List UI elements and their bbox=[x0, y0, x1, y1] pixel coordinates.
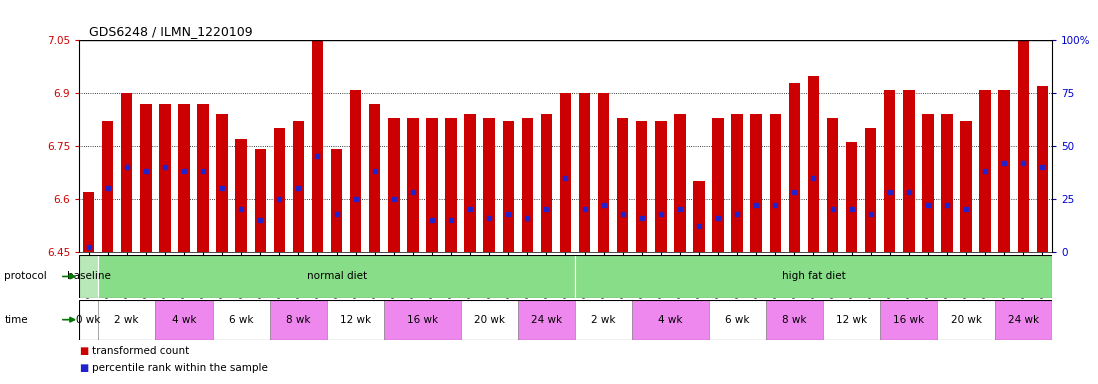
Bar bbox=[312, 40, 323, 252]
Text: 0 wk: 0 wk bbox=[77, 314, 101, 325]
Bar bbox=[198, 104, 209, 252]
Text: transformed count: transformed count bbox=[92, 346, 190, 356]
Bar bbox=[446, 118, 457, 252]
Bar bbox=[751, 114, 762, 252]
Bar bbox=[384, 300, 460, 340]
Bar bbox=[765, 300, 824, 340]
Bar bbox=[426, 118, 438, 252]
Text: normal diet: normal diet bbox=[306, 271, 367, 281]
Bar bbox=[79, 255, 98, 298]
Bar bbox=[407, 118, 418, 252]
Bar bbox=[560, 93, 571, 252]
Bar bbox=[636, 121, 648, 252]
Bar bbox=[961, 121, 972, 252]
Bar bbox=[979, 89, 990, 252]
Text: 6 wk: 6 wk bbox=[229, 314, 254, 325]
Bar bbox=[903, 89, 915, 252]
Text: protocol: protocol bbox=[4, 271, 47, 281]
Bar bbox=[293, 121, 304, 252]
Bar bbox=[460, 300, 518, 340]
Bar bbox=[579, 93, 591, 252]
Text: percentile rank within the sample: percentile rank within the sample bbox=[92, 363, 268, 373]
Bar bbox=[938, 300, 995, 340]
Bar bbox=[102, 121, 113, 252]
Text: 24 wk: 24 wk bbox=[1008, 314, 1039, 325]
Bar bbox=[998, 89, 1010, 252]
Text: GDS6248 / ILMN_1220109: GDS6248 / ILMN_1220109 bbox=[89, 25, 253, 38]
Bar bbox=[808, 76, 819, 252]
Bar bbox=[674, 114, 685, 252]
Text: ■: ■ bbox=[79, 363, 88, 373]
Text: 8 wk: 8 wk bbox=[287, 314, 311, 325]
Bar bbox=[575, 300, 632, 340]
Bar bbox=[708, 300, 765, 340]
Bar bbox=[540, 114, 552, 252]
Bar bbox=[483, 118, 495, 252]
Text: time: time bbox=[4, 314, 29, 325]
Bar bbox=[518, 300, 575, 340]
Bar bbox=[827, 118, 838, 252]
Bar bbox=[178, 104, 190, 252]
Text: 24 wk: 24 wk bbox=[530, 314, 562, 325]
Bar bbox=[464, 114, 475, 252]
Bar bbox=[845, 142, 858, 252]
Text: 2 wk: 2 wk bbox=[114, 314, 139, 325]
Bar bbox=[270, 300, 327, 340]
Text: 4 wk: 4 wk bbox=[658, 314, 683, 325]
Text: 16 wk: 16 wk bbox=[894, 314, 925, 325]
Bar bbox=[327, 300, 384, 340]
Bar bbox=[273, 128, 285, 252]
Text: 2 wk: 2 wk bbox=[592, 314, 616, 325]
Bar bbox=[788, 83, 800, 252]
Bar bbox=[503, 121, 514, 252]
Text: 8 wk: 8 wk bbox=[782, 314, 807, 325]
Bar bbox=[693, 181, 705, 252]
Bar bbox=[350, 89, 361, 252]
Text: high fat diet: high fat diet bbox=[782, 271, 845, 281]
Bar bbox=[881, 300, 938, 340]
Bar bbox=[884, 89, 896, 252]
Bar bbox=[159, 104, 170, 252]
Text: 16 wk: 16 wk bbox=[407, 314, 438, 325]
Bar bbox=[632, 300, 708, 340]
Bar bbox=[824, 300, 881, 340]
Text: ■: ■ bbox=[79, 346, 88, 356]
Bar bbox=[713, 118, 724, 252]
Bar bbox=[121, 93, 133, 252]
Bar bbox=[369, 104, 380, 252]
Bar bbox=[79, 300, 98, 340]
Text: 20 wk: 20 wk bbox=[473, 314, 505, 325]
Text: 6 wk: 6 wk bbox=[725, 314, 750, 325]
Bar bbox=[770, 114, 781, 252]
Bar bbox=[98, 300, 155, 340]
Bar bbox=[255, 149, 266, 252]
Bar bbox=[388, 118, 400, 252]
Bar bbox=[1018, 40, 1029, 252]
Text: 4 wk: 4 wk bbox=[171, 314, 197, 325]
Bar bbox=[731, 114, 743, 252]
Bar bbox=[941, 114, 953, 252]
Bar bbox=[1037, 86, 1049, 252]
Bar bbox=[235, 139, 247, 252]
Text: baseline: baseline bbox=[67, 271, 111, 281]
Bar bbox=[216, 114, 228, 252]
Bar bbox=[598, 93, 609, 252]
Bar bbox=[656, 121, 666, 252]
Bar bbox=[575, 255, 1052, 298]
Bar bbox=[98, 255, 575, 298]
Bar bbox=[141, 104, 152, 252]
Text: 20 wk: 20 wk bbox=[951, 314, 982, 325]
Bar bbox=[922, 114, 933, 252]
Bar bbox=[617, 118, 628, 252]
Text: 12 wk: 12 wk bbox=[340, 314, 371, 325]
Bar bbox=[155, 300, 213, 340]
Bar bbox=[522, 118, 533, 252]
Bar bbox=[995, 300, 1052, 340]
Bar bbox=[330, 149, 343, 252]
Bar bbox=[82, 192, 94, 252]
Bar bbox=[213, 300, 270, 340]
Text: 12 wk: 12 wk bbox=[836, 314, 867, 325]
Bar bbox=[865, 128, 876, 252]
